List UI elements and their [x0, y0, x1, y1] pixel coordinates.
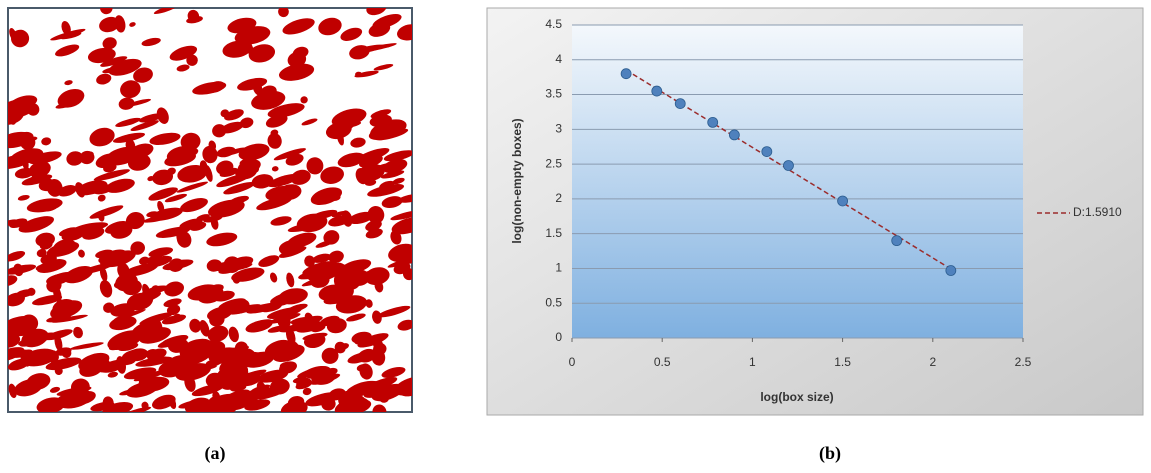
panel-label: (a): [205, 443, 226, 464]
y-tick-label: 4.5: [545, 17, 562, 31]
y-tick-label: 0: [555, 330, 562, 344]
data-point: [762, 147, 772, 157]
data-point: [708, 117, 718, 127]
data-point: [892, 236, 902, 246]
y-tick-label: 3.5: [545, 87, 562, 101]
data-point: [675, 99, 685, 109]
y-tick-label: 2.5: [545, 156, 562, 170]
data-point: [621, 69, 631, 79]
plot-area: [572, 25, 1023, 338]
y-tick-label: 0.5: [545, 295, 562, 309]
x-axis-label: log(box size): [760, 390, 833, 404]
y-axis-label: log(non-empty boxes): [510, 118, 524, 243]
x-tick-label: 2.5: [1015, 355, 1032, 369]
data-point: [783, 161, 793, 171]
x-tick-label: 0: [569, 355, 576, 369]
y-tick-label: 1: [555, 261, 562, 275]
y-tick-label: 1.5: [545, 226, 562, 240]
figure: (a) (b) log(box size) log(non-empty boxe…: [0, 0, 1151, 468]
panel-label: (b): [819, 443, 841, 464]
y-tick-label: 2: [555, 191, 562, 205]
legend-label: D:1.5910: [1073, 205, 1122, 219]
x-tick-label: 0.5: [654, 355, 671, 369]
x-tick-label: 2: [929, 355, 936, 369]
y-tick-label: 4: [555, 52, 562, 66]
data-point: [946, 266, 956, 276]
y-tick-label: 3: [555, 122, 562, 136]
x-tick-label: 1.5: [834, 355, 851, 369]
x-tick-label: 1: [749, 355, 756, 369]
data-point: [729, 130, 739, 140]
data-point: [838, 196, 848, 206]
data-point: [652, 86, 662, 96]
